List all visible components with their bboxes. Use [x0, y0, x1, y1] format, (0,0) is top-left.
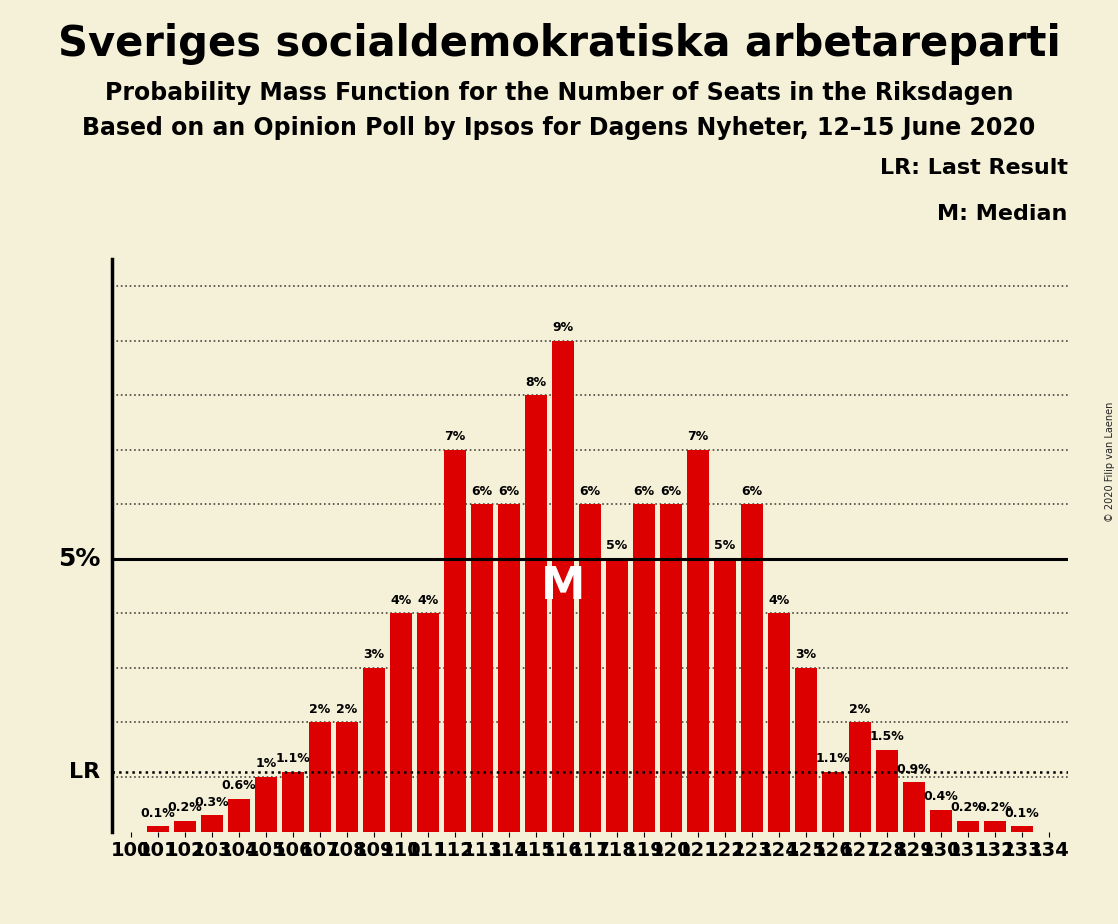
Bar	[579, 505, 600, 832]
Text: 6%: 6%	[633, 485, 654, 498]
Text: 2%: 2%	[337, 703, 358, 716]
Bar	[714, 559, 736, 832]
Text: 7%: 7%	[688, 431, 709, 444]
Bar	[201, 815, 222, 832]
Text: M: M	[541, 565, 585, 608]
Text: 6%: 6%	[499, 485, 519, 498]
Text: Sveriges socialdemokratiska arbetareparti: Sveriges socialdemokratiska arbetarepart…	[58, 23, 1060, 65]
Text: 0.3%: 0.3%	[195, 796, 229, 808]
Text: 6%: 6%	[579, 485, 600, 498]
Text: 3%: 3%	[795, 649, 816, 662]
Text: 0.9%: 0.9%	[897, 763, 931, 776]
Text: 8%: 8%	[525, 375, 547, 389]
Bar	[146, 826, 169, 832]
Text: Probability Mass Function for the Number of Seats in the Riksdagen: Probability Mass Function for the Number…	[105, 81, 1013, 105]
Text: 4%: 4%	[768, 594, 789, 607]
Text: 0.4%: 0.4%	[923, 790, 958, 803]
Text: 0.2%: 0.2%	[950, 801, 985, 814]
Bar	[552, 341, 574, 832]
Bar	[930, 809, 951, 832]
Text: M: Median: M: Median	[937, 204, 1068, 225]
Bar	[417, 614, 438, 832]
Bar	[822, 772, 844, 832]
Text: 2%: 2%	[850, 703, 871, 716]
Text: LR: LR	[69, 761, 101, 782]
Bar	[660, 505, 682, 832]
Bar	[957, 821, 978, 832]
Bar	[795, 668, 816, 832]
Text: LR: Last Result: LR: Last Result	[880, 159, 1068, 178]
Text: © 2020 Filip van Laenen: © 2020 Filip van Laenen	[1106, 402, 1115, 522]
Bar	[877, 749, 898, 832]
Text: 0.1%: 0.1%	[1004, 807, 1039, 820]
Text: 1%: 1%	[255, 758, 276, 771]
Bar	[741, 505, 762, 832]
Bar	[282, 772, 303, 832]
Text: 0.2%: 0.2%	[977, 801, 1012, 814]
Text: 6%: 6%	[471, 485, 492, 498]
Text: 3%: 3%	[363, 649, 385, 662]
Text: Based on an Opinion Poll by Ipsos for Dagens Nyheter, 12–15 June 2020: Based on an Opinion Poll by Ipsos for Da…	[83, 116, 1035, 140]
Text: 0.6%: 0.6%	[221, 779, 256, 792]
Bar	[903, 783, 925, 832]
Bar	[363, 668, 385, 832]
Bar	[471, 505, 493, 832]
Bar	[390, 614, 411, 832]
Text: 9%: 9%	[552, 321, 574, 334]
Text: 0.1%: 0.1%	[141, 807, 176, 820]
Bar	[228, 799, 249, 832]
Text: 5%: 5%	[606, 540, 627, 553]
Bar	[984, 821, 1005, 832]
Bar	[444, 450, 465, 832]
Bar	[309, 723, 331, 832]
Bar	[768, 614, 789, 832]
Bar	[606, 559, 627, 832]
Text: 1.1%: 1.1%	[275, 752, 310, 765]
Bar	[1011, 826, 1033, 832]
Bar	[255, 777, 276, 832]
Bar	[525, 395, 547, 832]
Text: 5%: 5%	[58, 547, 101, 571]
Bar	[633, 505, 654, 832]
Text: 6%: 6%	[661, 485, 681, 498]
Text: 6%: 6%	[741, 485, 762, 498]
Text: 1.1%: 1.1%	[815, 752, 850, 765]
Text: 4%: 4%	[417, 594, 438, 607]
Bar	[498, 505, 520, 832]
Text: 4%: 4%	[390, 594, 411, 607]
Text: 2%: 2%	[309, 703, 330, 716]
Text: 7%: 7%	[444, 431, 465, 444]
Text: 5%: 5%	[714, 540, 736, 553]
Bar	[174, 821, 196, 832]
Text: 1.5%: 1.5%	[870, 730, 904, 743]
Bar	[849, 723, 871, 832]
Bar	[335, 723, 358, 832]
Text: 0.2%: 0.2%	[168, 801, 202, 814]
Bar	[686, 450, 709, 832]
